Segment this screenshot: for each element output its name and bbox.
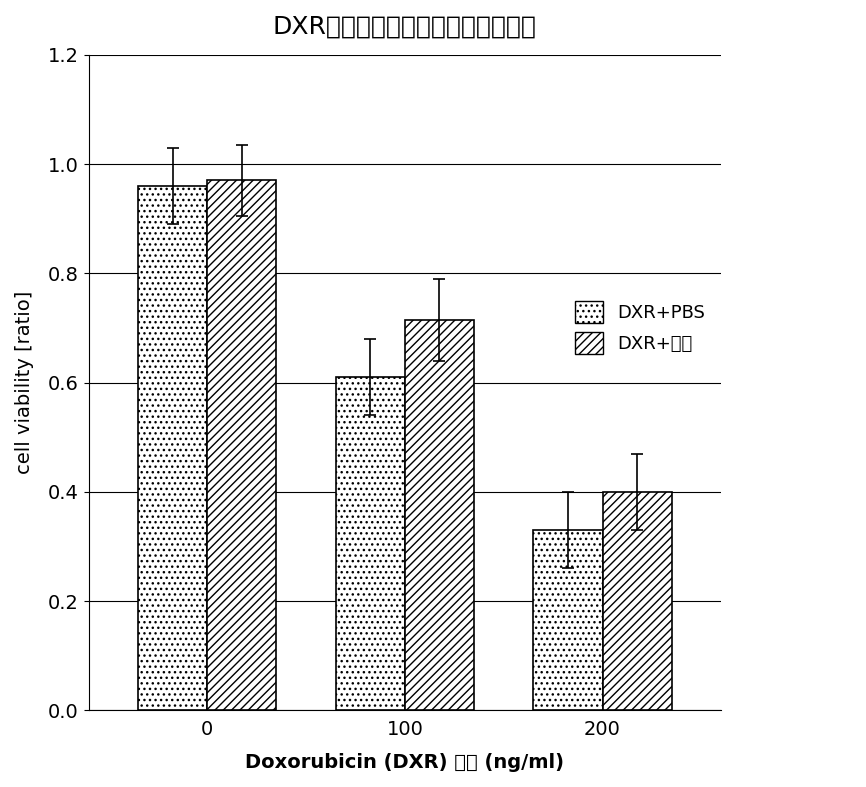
- X-axis label: Doxorubicin (DXR) 濃度 (ng/ml): Doxorubicin (DXR) 濃度 (ng/ml): [245, 753, 565, 772]
- Y-axis label: cell viability [ratio]: cell viability [ratio]: [15, 291, 34, 475]
- Bar: [533, 530, 603, 711]
- Bar: [336, 377, 405, 711]
- Legend: DXR+PBS, DXR+酒粕: DXR+PBS, DXR+酒粕: [568, 294, 712, 360]
- Bar: [138, 186, 207, 711]
- Bar: [405, 320, 474, 711]
- Bar: [603, 492, 672, 711]
- Title: DXRの老化誘導に対する酒粕の効果: DXRの老化誘導に対する酒粕の効果: [273, 15, 537, 39]
- Bar: [207, 180, 276, 711]
